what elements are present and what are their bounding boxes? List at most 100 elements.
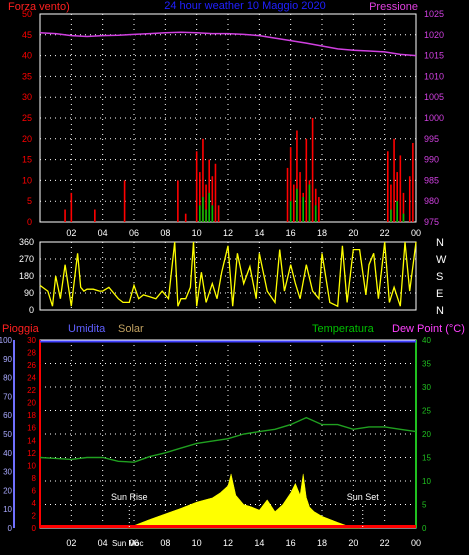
pressure-label: Pressione [369,1,418,13]
wind-axis-tick: 10 [22,175,32,185]
wind-axis-tick: 0 [27,217,32,227]
time-tick-label: 16 [286,538,296,548]
chart-title: 24 hour weather 10 Maggio 2020 [164,0,325,12]
time-tick-label: 18 [317,228,327,238]
direction-axis-tick: 180 [19,271,34,281]
temperature-axis-tick: 35 [422,360,431,369]
wind-axis-tick: 25 [22,113,32,123]
rain-axis-tick: 20 [27,399,36,408]
pressure-axis-tick: 1010 [424,71,444,81]
temperature-axis-tick: 5 [422,501,427,510]
compass-tick: E [436,288,443,300]
sun-rise-annotation: Sun Rise [111,492,148,502]
time-tick-label: 12 [223,228,233,238]
rain-axis-tick: 22 [27,386,36,395]
pressure-axis-tick: 1025 [424,9,444,19]
direction-axis-tick: 270 [19,254,34,264]
pressure-axis-tick: 985 [424,175,439,185]
wind-direction-line [39,241,417,308]
time-tick-label: 00 [411,228,421,238]
rain-axis-tick: 24 [27,374,36,383]
wind-axis-tick: 15 [22,155,32,165]
rain-axis-tick: 2 [32,511,37,520]
compass-tick: N [436,237,444,249]
rain-axis-tick: 6 [32,486,37,495]
time-tick-label: 02 [66,228,76,238]
temperature-line [39,416,417,463]
rain-axis-tick: 28 [27,349,36,358]
humidity-label: Umidita [68,323,106,335]
time-tick-label: 14 [254,538,264,548]
rain-label: Pioggia [2,323,40,335]
pressure-axis-tick: 1000 [424,113,444,123]
temperature-axis-tick: 40 [422,336,431,345]
rain-axis-tick: 4 [32,499,37,508]
time-tick-label: 08 [160,538,170,548]
time-tick-label: 04 [98,228,108,238]
humidity-axis-tick: 80 [3,374,12,383]
wind-axis-tick: 40 [22,51,32,61]
time-tick-label: 10 [192,228,202,238]
temperature-axis-tick: 20 [422,430,431,439]
humidity-axis-tick: 90 [3,355,12,364]
humidity-axis-tick: 50 [3,430,12,439]
temperature-label: Temperatura [312,323,375,335]
wind-axis-tick: 50 [22,9,32,19]
temperature-axis-tick: 10 [422,477,431,486]
time-tick-label: 02 [66,538,76,548]
time-tick-label: 14 [254,228,264,238]
time-tick-label: 22 [380,538,390,548]
humidity-axis-tick: 40 [3,449,12,458]
sun-moon-annotation: Sun Moc [112,539,144,548]
rain-axis-tick: 12 [27,449,36,458]
time-tick-label: 06 [129,228,139,238]
wind-axis-tick: 30 [22,92,32,102]
wind-axis-tick: 5 [27,196,32,206]
humidity-axis-tick: 100 [0,336,13,345]
wind-force-label: Forza vento) [8,1,70,13]
rain-axis-tick: 10 [27,461,36,470]
time-tick-label: 16 [286,228,296,238]
rain-axis-tick: 16 [27,424,36,433]
direction-axis-tick: 90 [24,288,34,298]
pressure-axis-tick: 990 [424,155,439,165]
compass-tick: N [436,305,444,317]
humidity-axis-tick: 70 [3,392,12,401]
time-tick-label: 00 [411,538,421,548]
time-tick-label: 10 [192,538,202,548]
wind-axis-tick: 45 [22,30,32,40]
wind-axis-tick: 20 [22,134,32,144]
rain-axis-tick: 18 [27,411,36,420]
rain-axis-tick: 8 [32,474,37,483]
pressure-axis-tick: 1015 [424,51,444,61]
solar-area [127,473,360,529]
dewpoint-label: Dew Point (°C) [392,323,465,335]
pressure-axis-tick: 975 [424,217,439,227]
time-tick-label: 08 [160,228,170,238]
humidity-axis-tick: 10 [3,505,12,514]
rain-axis-tick: 26 [27,361,36,370]
compass-tick: W [436,254,447,266]
direction-axis-tick: 0 [29,305,34,315]
humidity-axis-tick: 20 [3,486,12,495]
humidity-axis-tick: 60 [3,411,12,420]
time-tick-label: 12 [223,538,233,548]
temperature-axis-tick: 15 [422,454,431,463]
time-tick-label: 18 [317,538,327,548]
humidity-axis-tick: 30 [3,468,12,477]
solar-label: Solar [118,323,144,335]
humidity-axis-tick: 0 [8,524,13,533]
time-tick-label: 22 [380,228,390,238]
pressure-axis-tick: 1020 [424,30,444,40]
time-tick-label: 20 [348,538,358,548]
temperature-axis-tick: 0 [422,524,427,533]
temperature-axis-tick: 25 [422,407,431,416]
sun-set-annotation: Sun Set [347,492,380,502]
rain-axis-tick: 30 [27,336,36,345]
time-tick-label: 04 [98,538,108,548]
rain-axis-tick: 0 [32,524,37,533]
pressure-axis-tick: 1005 [424,92,444,102]
pressure-axis-tick: 980 [424,196,439,206]
direction-axis-tick: 360 [19,237,34,247]
temperature-axis-tick: 30 [422,383,431,392]
